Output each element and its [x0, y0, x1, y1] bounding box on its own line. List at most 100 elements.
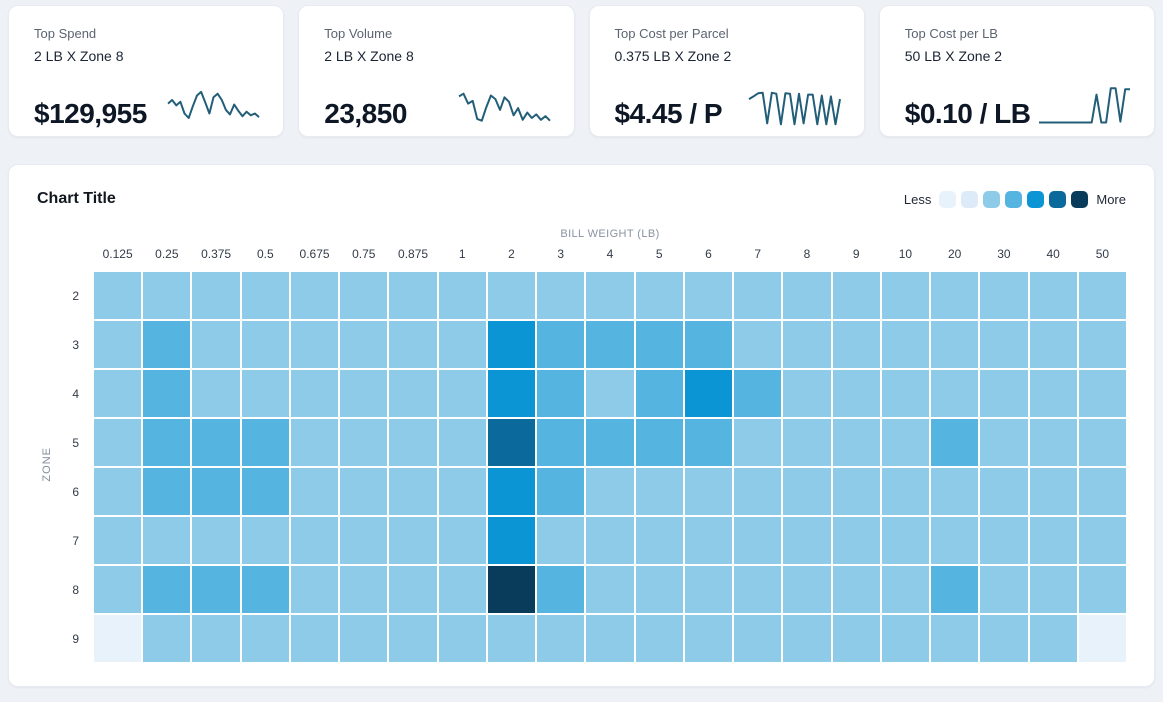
heatmap-cell[interactable] — [635, 321, 683, 368]
heatmap-cell[interactable] — [94, 566, 142, 613]
heatmap-cell[interactable] — [290, 517, 339, 564]
heatmap-cell[interactable] — [438, 272, 486, 319]
heatmap-cell[interactable] — [290, 272, 339, 319]
heatmap-cell[interactable] — [143, 566, 191, 613]
heatmap-cell[interactable] — [241, 321, 289, 368]
heatmap-cell[interactable] — [487, 419, 536, 466]
heatmap-cell[interactable] — [241, 615, 289, 662]
heatmap-cell[interactable] — [94, 517, 142, 564]
heatmap-cell[interactable] — [290, 615, 339, 662]
heatmap-cell[interactable] — [1078, 566, 1126, 613]
heatmap-cell[interactable] — [832, 468, 880, 515]
heatmap-cell[interactable] — [635, 419, 683, 466]
heatmap-cell[interactable] — [684, 321, 733, 368]
heatmap-cell[interactable] — [389, 419, 437, 466]
heatmap-cell[interactable] — [241, 272, 289, 319]
heatmap-cell[interactable] — [635, 272, 683, 319]
heatmap-cell[interactable] — [783, 566, 831, 613]
heatmap-cell[interactable] — [783, 517, 831, 564]
heatmap-cell[interactable] — [340, 615, 388, 662]
heatmap-cell[interactable] — [537, 321, 585, 368]
heatmap-cell[interactable] — [537, 272, 585, 319]
heatmap-cell[interactable] — [290, 370, 339, 417]
heatmap-cell[interactable] — [241, 370, 289, 417]
heatmap-cell[interactable] — [192, 370, 240, 417]
heatmap-cell[interactable] — [832, 370, 880, 417]
heatmap-cell[interactable] — [684, 468, 733, 515]
heatmap-cell[interactable] — [340, 419, 388, 466]
heatmap-cell[interactable] — [931, 615, 979, 662]
heatmap-cell[interactable] — [832, 272, 880, 319]
heatmap-cell[interactable] — [832, 615, 880, 662]
heatmap-cell[interactable] — [734, 615, 782, 662]
heatmap-cell[interactable] — [931, 370, 979, 417]
heatmap-cell[interactable] — [192, 272, 240, 319]
heatmap-cell[interactable] — [684, 517, 733, 564]
heatmap-cell[interactable] — [832, 517, 880, 564]
heatmap-cell[interactable] — [94, 321, 142, 368]
heatmap-cell[interactable] — [783, 370, 831, 417]
heatmap-cell[interactable] — [783, 468, 831, 515]
heatmap-cell[interactable] — [1078, 419, 1126, 466]
heatmap-cell[interactable] — [734, 517, 782, 564]
heatmap-cell[interactable] — [389, 321, 437, 368]
heatmap-cell[interactable] — [438, 517, 486, 564]
heatmap-cell[interactable] — [635, 370, 683, 417]
heatmap-cell[interactable] — [734, 272, 782, 319]
heatmap-cell[interactable] — [192, 566, 240, 613]
heatmap-cell[interactable] — [340, 566, 388, 613]
heatmap-cell[interactable] — [734, 321, 782, 368]
heatmap-cell[interactable] — [832, 419, 880, 466]
heatmap-cell[interactable] — [881, 468, 930, 515]
heatmap-cell[interactable] — [931, 272, 979, 319]
heatmap-cell[interactable] — [684, 566, 733, 613]
heatmap-cell[interactable] — [980, 370, 1028, 417]
heatmap-cell[interactable] — [94, 370, 142, 417]
heatmap-cell[interactable] — [340, 517, 388, 564]
heatmap-cell[interactable] — [931, 566, 979, 613]
heatmap-cell[interactable] — [684, 370, 733, 417]
heatmap-cell[interactable] — [340, 321, 388, 368]
heatmap-cell[interactable] — [881, 321, 930, 368]
heatmap-cell[interactable] — [340, 272, 388, 319]
heatmap-cell[interactable] — [1029, 615, 1077, 662]
heatmap-cell[interactable] — [783, 419, 831, 466]
heatmap-cell[interactable] — [1029, 272, 1077, 319]
heatmap-cell[interactable] — [537, 419, 585, 466]
heatmap-cell[interactable] — [290, 321, 339, 368]
heatmap-cell[interactable] — [586, 468, 634, 515]
heatmap-cell[interactable] — [389, 468, 437, 515]
heatmap-cell[interactable] — [143, 321, 191, 368]
heatmap-cell[interactable] — [881, 370, 930, 417]
heatmap-cell[interactable] — [487, 566, 536, 613]
heatmap-cell[interactable] — [438, 321, 486, 368]
heatmap-cell[interactable] — [684, 615, 733, 662]
heatmap-cell[interactable] — [586, 272, 634, 319]
heatmap-cell[interactable] — [487, 272, 536, 319]
heatmap-cell[interactable] — [94, 615, 142, 662]
heatmap-cell[interactable] — [1078, 468, 1126, 515]
heatmap-cell[interactable] — [290, 468, 339, 515]
heatmap-cell[interactable] — [241, 517, 289, 564]
heatmap-cell[interactable] — [881, 272, 930, 319]
heatmap-cell[interactable] — [586, 615, 634, 662]
heatmap-cell[interactable] — [143, 517, 191, 564]
heatmap-cell[interactable] — [192, 468, 240, 515]
heatmap-cell[interactable] — [487, 517, 536, 564]
heatmap-cell[interactable] — [783, 615, 831, 662]
heatmap-cell[interactable] — [143, 468, 191, 515]
heatmap-cell[interactable] — [438, 566, 486, 613]
heatmap-cell[interactable] — [1029, 419, 1077, 466]
heatmap-cell[interactable] — [143, 615, 191, 662]
heatmap-cell[interactable] — [734, 370, 782, 417]
heatmap-cell[interactable] — [340, 468, 388, 515]
heatmap-cell[interactable] — [734, 419, 782, 466]
heatmap-cell[interactable] — [980, 468, 1028, 515]
heatmap-cell[interactable] — [1029, 566, 1077, 613]
heatmap-cell[interactable] — [1029, 370, 1077, 417]
heatmap-cell[interactable] — [192, 321, 240, 368]
heatmap-cell[interactable] — [487, 370, 536, 417]
heatmap-cell[interactable] — [1078, 370, 1126, 417]
heatmap-cell[interactable] — [881, 517, 930, 564]
heatmap-cell[interactable] — [684, 419, 733, 466]
